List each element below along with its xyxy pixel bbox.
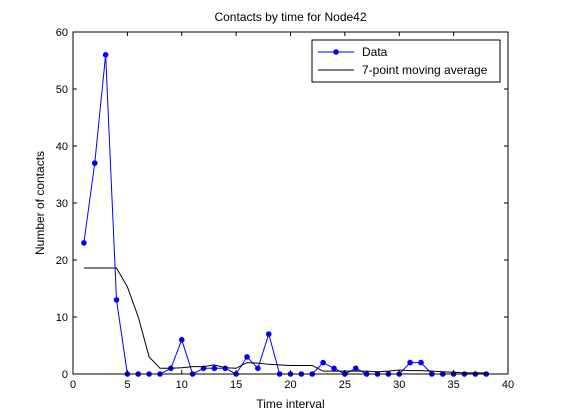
x-tick-label: 0 bbox=[70, 379, 76, 391]
y-tick-label: 60 bbox=[56, 27, 68, 39]
plot-area bbox=[73, 32, 508, 374]
x-tick-label: 15 bbox=[230, 379, 242, 391]
legend: Data 7-point moving average bbox=[311, 39, 501, 83]
y-tick-label: 40 bbox=[56, 141, 68, 153]
x-tick-label: 25 bbox=[339, 379, 351, 391]
x-axis-label: Time interval bbox=[256, 397, 324, 411]
x-tick-label: 5 bbox=[124, 379, 130, 391]
x-tick-label: 20 bbox=[284, 379, 296, 391]
series-line-7-point-moving-average bbox=[83, 267, 487, 374]
legend-label-moving-average: 7-point moving average bbox=[362, 63, 488, 77]
x-tick-label: 30 bbox=[393, 379, 405, 391]
data-point bbox=[178, 337, 185, 343]
y-axis-label: Number of contacts bbox=[33, 151, 47, 255]
legend-swatch-data-marker bbox=[333, 49, 339, 55]
tick-layer: 0 5 10 15 20 25 30 35 40 0 10 20 30 40 50 60 bbox=[56, 27, 514, 391]
data-point bbox=[91, 160, 98, 166]
y-tick-label: 0 bbox=[62, 369, 68, 381]
data-point bbox=[244, 354, 250, 360]
data-point bbox=[113, 297, 120, 303]
y-tick-label: 50 bbox=[56, 84, 68, 96]
data-point bbox=[255, 365, 261, 372]
x-tick-label: 35 bbox=[448, 379, 460, 391]
legend-box bbox=[311, 39, 501, 83]
y-tick-label: 10 bbox=[56, 312, 68, 324]
chart-title: Contacts by time for Node42 bbox=[214, 10, 366, 24]
data-point bbox=[407, 359, 413, 366]
data-point bbox=[211, 365, 218, 372]
data-point bbox=[418, 359, 424, 366]
x-tick-label: 40 bbox=[502, 379, 514, 391]
y-tick-label: 30 bbox=[56, 198, 68, 210]
data-point bbox=[265, 331, 272, 337]
data-point bbox=[81, 240, 87, 246]
data-point bbox=[331, 365, 337, 372]
data-point bbox=[352, 365, 359, 372]
data-point bbox=[102, 52, 109, 58]
legend-label-data: Data bbox=[362, 45, 388, 59]
x-tick-label: 10 bbox=[176, 379, 188, 391]
y-tick-label: 20 bbox=[56, 255, 68, 267]
data-point bbox=[320, 359, 326, 366]
